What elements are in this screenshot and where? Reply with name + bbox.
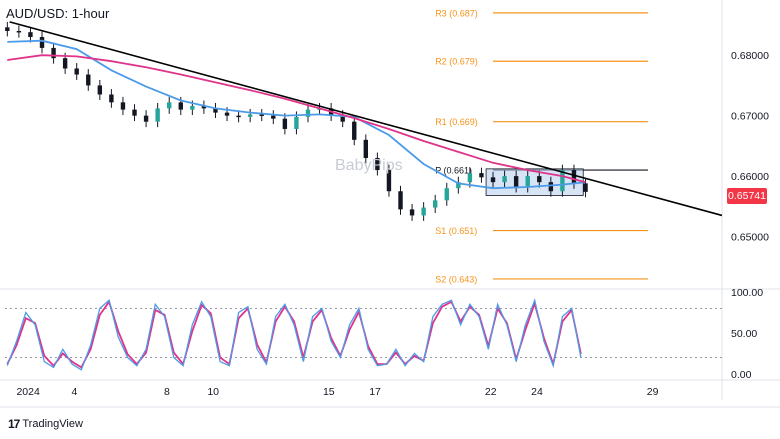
candle-body [363,139,369,158]
price-tick-label: 0.65000 [731,232,769,244]
candle-body [513,176,519,188]
candle-body [259,114,264,116]
pivot-label-3: P (0.661) [435,166,472,176]
candle-body [51,47,56,59]
pivot-label-4: S1 (0.651) [435,226,477,236]
candle-body [479,173,484,178]
pivot-levels: R3 (0.687) R2 (0.679) R1 (0.669) P (0.661) S… [435,8,648,284]
candle-body [502,176,507,183]
candle-body [537,176,542,183]
time-tick-label: 24 [531,386,543,398]
candle-body [340,115,345,122]
price-tick-label: 0.68000 [731,50,769,62]
stoch-tick-label: 100.00 [731,287,763,299]
price-tick-label: 0.67000 [731,111,769,123]
price-tick-label: 0.66000 [731,171,769,183]
stoch-tick-label: 0.00 [731,369,752,381]
pivot-label-1: R2 (0.679) [435,57,478,67]
stoch-d-line [6,299,582,369]
tradingview-branding[interactable]: 17 TradingView [8,417,83,431]
candle-body [132,109,137,116]
candle-body [467,173,473,183]
candle-body [74,68,79,75]
moving-average-slow [7,54,586,184]
candle-body [109,94,114,103]
price-axis[interactable]: 0.68000 0.67000 0.66000 0.65000 [731,50,769,243]
tradingview-label: TradingView [22,418,83,430]
range-box [485,168,584,196]
time-axis[interactable]: 2024 4 8 10 15 17 22 24 29 [16,386,658,398]
candle-body [409,209,415,216]
candle-body [236,115,241,118]
candle-body [421,207,426,216]
time-tick-label: 29 [647,386,659,398]
candle-body [201,105,207,109]
candle-body [178,102,183,110]
time-tick-label: 10 [207,386,219,398]
candle-body [5,27,10,31]
candle-body [525,176,530,188]
candle-body [398,191,403,210]
candle-body [16,30,22,33]
candle-body [352,121,357,140]
candle-body [155,108,160,122]
candle-body [190,105,195,110]
moving-average-fast [7,39,586,190]
time-tick-label: 22 [485,386,497,398]
candle-body [305,109,311,117]
candle-body [167,102,172,109]
candle-body [28,32,33,38]
time-tick-label: 4 [71,386,77,398]
candle-body [456,182,461,189]
pivot-label-5: S2 (0.643) [435,274,477,284]
stoch-tick-label: 50.00 [731,328,757,340]
current-price-badge: 0.65741 [727,188,767,204]
time-tick-label: 8 [164,386,170,398]
trendline [9,21,723,217]
candle-body [39,37,45,48]
stoch-k-line [6,297,582,371]
candle-body [560,170,565,192]
candle-body [271,115,276,119]
candle-body [444,188,449,201]
candle-body [375,157,380,171]
pivot-label-0: R3 (0.687) [435,8,478,18]
candle-body [224,112,230,116]
time-tick-label: 17 [369,386,381,398]
candle-body [583,183,588,192]
candle-body [120,102,126,110]
watermark: BabyPips [335,157,403,174]
pivot-label-2: R1 (0.669) [435,117,478,127]
candle-body [386,170,392,192]
candle-body [548,182,554,192]
candle-body [213,108,218,113]
candle-body [247,114,253,117]
candle-body [294,116,299,129]
candle-body [143,115,149,122]
candle-body [62,58,68,69]
candle-body [97,85,103,95]
candle-body [86,74,91,86]
tradingview-logo-icon: 17 [8,417,20,431]
stochastic-panel: 100.00 50.00 0.00 [5,287,763,381]
chart-title: AUD/USD: 1-hour [6,6,110,21]
candle-body [571,170,577,184]
candle-body [490,177,496,183]
candle-body [433,200,438,208]
time-tick-label: 2024 [16,386,40,398]
time-tick-label: 15 [323,386,335,398]
candle-body [282,118,288,129]
